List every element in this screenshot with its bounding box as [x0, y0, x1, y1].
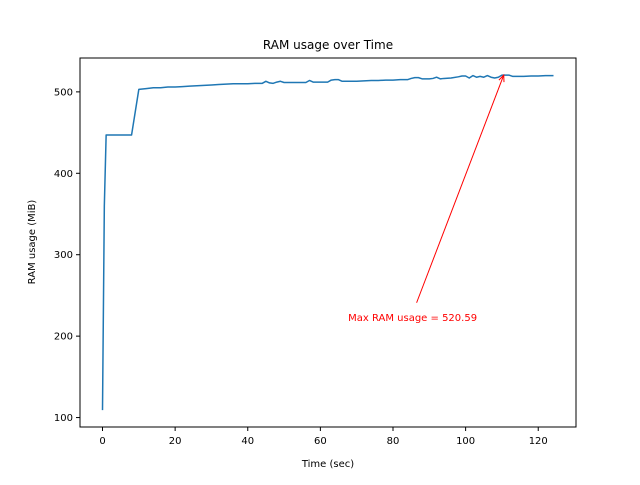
chart-title: RAM usage over Time: [263, 38, 393, 52]
axes: 0 20 40 60 80 100 120 100 200 300 400 500: [54, 57, 577, 447]
annotation-arrow-line: [416, 74, 505, 303]
x-tick-label: 0: [99, 436, 105, 447]
annotation-label: Max RAM usage = 520.59: [348, 313, 477, 324]
y-tick-label: 200: [54, 332, 73, 343]
plot-area: Max RAM usage = 520.59: [101, 73, 554, 411]
x-tick-label: 120: [529, 436, 548, 447]
x-axis-title: Time (sec): [301, 459, 354, 470]
axes-frame: [79, 57, 577, 428]
x-tick-label: 60: [314, 436, 327, 447]
series-line-0: [101, 74, 554, 411]
y-tick-label: 500: [54, 87, 73, 98]
y-tick-label: 300: [54, 250, 73, 261]
x-tick-label: 80: [387, 436, 400, 447]
y-tick-label: 400: [54, 169, 73, 180]
x-tick-label: 100: [456, 436, 475, 447]
annotation-arrowhead: [498, 73, 505, 83]
x-tick-label: 40: [241, 436, 254, 447]
x-tick-label: 20: [169, 436, 182, 447]
y-axis-title: RAM usage (MiB): [27, 200, 38, 285]
y-tick-label: 100: [54, 413, 73, 424]
